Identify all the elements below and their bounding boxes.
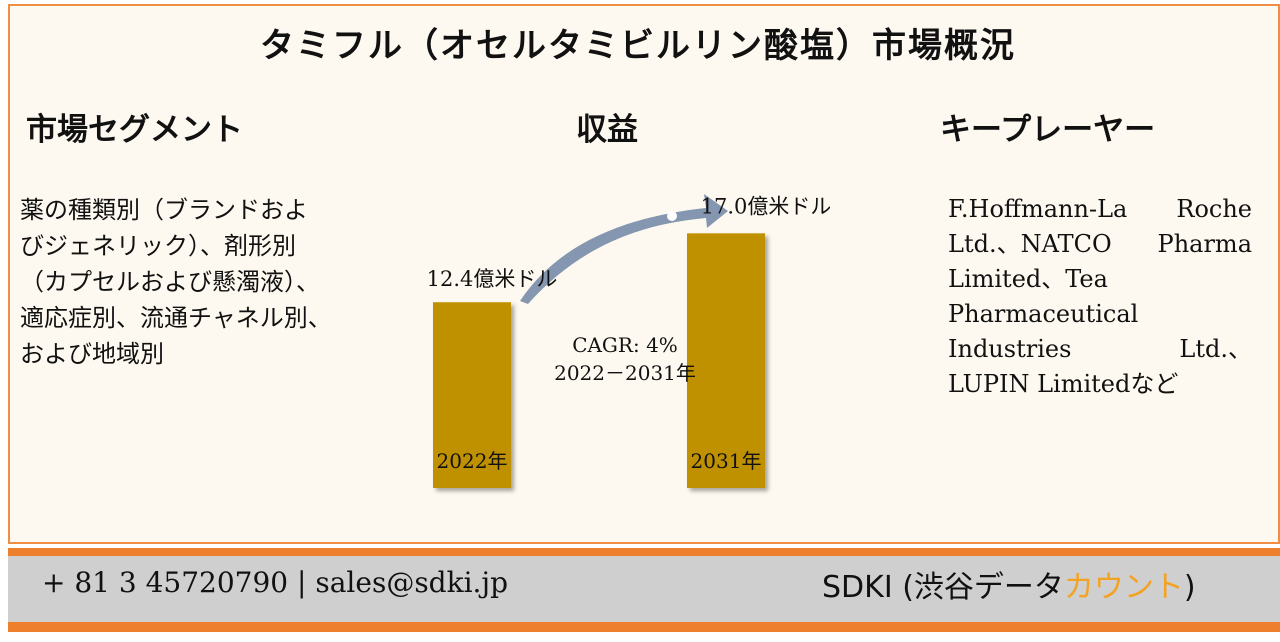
value-label: 12.4億米ドル xyxy=(427,267,558,291)
key-players-word: Industries xyxy=(948,335,1072,363)
brand-main: SDKI (渋谷データ xyxy=(822,570,1064,605)
key-players-heading: キープレーヤー xyxy=(940,112,1156,148)
key-players-word: Pharmaceutical xyxy=(948,300,1139,328)
infographic-panel: タミフル（オセルタミビルリン酸塩）市場概況 市場セグメント 収益 キープレーヤー… xyxy=(8,4,1280,544)
contact-info: + 81 3 45720790 | sales@sdki.jp xyxy=(42,566,509,599)
category-label: 2022年 xyxy=(437,449,508,473)
key-players-word: Ltd.、NATCO xyxy=(948,230,1112,258)
bar-2031年 xyxy=(687,233,765,488)
segments-line: 適応症別、流通チャネル別、 xyxy=(20,304,332,332)
key-players-line: Industries Ltd.、 xyxy=(948,332,1252,367)
cagr-label: CAGR: 4% xyxy=(572,333,678,357)
key-players-line: Pharmaceutical xyxy=(948,297,1252,332)
category-label: 2031年 xyxy=(691,449,762,473)
key-players-word: LUPIN Limitedなど xyxy=(948,370,1179,398)
cagr-period: 2022－2031年 xyxy=(554,361,696,385)
value-label: 17.0億米ドル xyxy=(701,194,830,218)
brand-name: SDKI (渋谷データカウント) xyxy=(822,562,1196,606)
key-players-line: LUPIN Limitedなど xyxy=(948,367,1252,402)
segments-line: びジェネリック）、剤形別 xyxy=(20,232,296,260)
brand-accent: カウント xyxy=(1063,570,1184,605)
key-players-word: F.Hoffmann-La xyxy=(948,195,1128,223)
footer xyxy=(8,556,1280,622)
bar-2022年 xyxy=(433,302,511,488)
page-title: タミフル（オセルタミビルリン酸塩）市場概況 xyxy=(260,26,1016,66)
key-players-line: Ltd.、NATCO Pharma xyxy=(948,227,1252,262)
segments-line: （カプセルおよび懸濁液）、 xyxy=(20,268,320,296)
segments-text: 薬の種類別（ブランドおよ びジェネリック）、剤形別 （カプセルおよび懸濁液）、 … xyxy=(20,192,380,372)
growth-arrow xyxy=(520,194,728,304)
key-players-word: Pharma xyxy=(1157,230,1252,258)
arrow-dot xyxy=(667,211,677,221)
key-players-word: Roche xyxy=(1176,195,1252,223)
key-players-line: Limited、Tea xyxy=(948,262,1252,297)
brand-end: ) xyxy=(1183,570,1196,605)
segments-line: および地域別 xyxy=(20,340,164,368)
key-players-text: F.Hoffmann-La Roche Ltd.、NATCO Pharma Limite… xyxy=(948,192,1252,402)
key-players-line: F.Hoffmann-La Roche xyxy=(948,192,1252,227)
key-players-word: Ltd.、 xyxy=(1179,335,1252,363)
key-players-word: Limited、Tea xyxy=(948,265,1108,293)
revenue-chart: 2022年 12.4億米ドル 2031年 17.0億米ドル CAGR: 4% 2022… xyxy=(427,194,830,488)
segments-line: 薬の種類別（ブランドおよ xyxy=(20,196,308,224)
segments-heading: 市場セグメント xyxy=(26,112,243,148)
revenue-heading: 収益 xyxy=(576,112,638,148)
